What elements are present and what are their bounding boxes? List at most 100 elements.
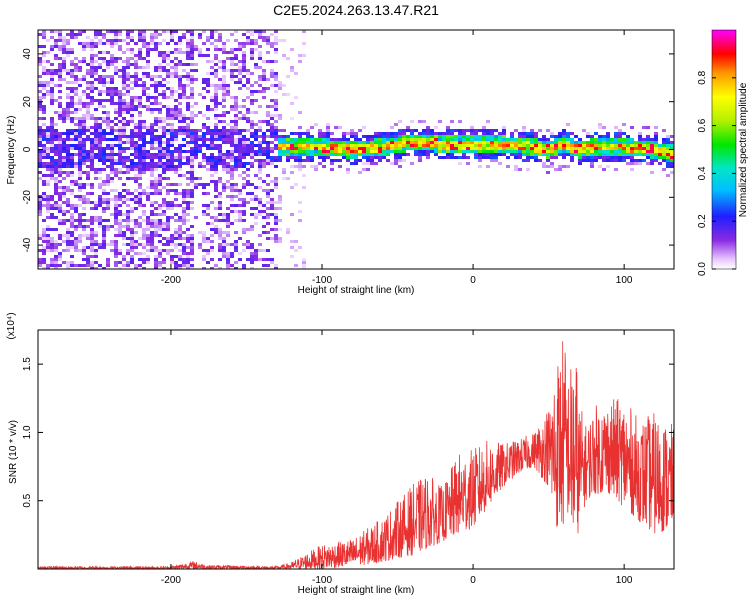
heatmap-cell <box>206 129 210 132</box>
heatmap-cell <box>78 84 82 87</box>
heatmap-cell <box>66 162 70 165</box>
heatmap-cell <box>54 228 58 231</box>
heatmap-cell <box>58 30 62 33</box>
y-tick-label: 0 <box>22 146 33 152</box>
heatmap-cell <box>234 102 238 105</box>
heatmap-cell <box>550 156 554 159</box>
heatmap-cell <box>282 147 286 150</box>
heatmap-cell <box>146 87 150 90</box>
heatmap-cell <box>610 147 614 150</box>
heatmap-cell <box>178 165 182 168</box>
heatmap-cell <box>350 144 354 147</box>
heatmap-cell <box>166 165 170 168</box>
heatmap-cell <box>90 126 94 129</box>
heatmap-cell <box>354 162 358 165</box>
heatmap-cell <box>154 264 158 267</box>
heatmap-cell <box>102 240 106 243</box>
heatmap-cell <box>122 108 126 111</box>
heatmap-cell <box>58 90 62 93</box>
heatmap-cell <box>190 114 194 117</box>
heatmap-cell <box>142 138 146 141</box>
heatmap-cell <box>226 186 230 189</box>
heatmap-cell <box>154 177 158 180</box>
heatmap-cell <box>594 138 598 141</box>
heatmap-cell <box>206 78 210 81</box>
heatmap-cell <box>118 96 122 99</box>
heatmap-cell <box>250 144 254 147</box>
heatmap-cell <box>190 51 194 54</box>
heatmap-cell <box>610 159 614 162</box>
heatmap-cell <box>106 225 110 228</box>
heatmap-cell <box>170 111 174 114</box>
heatmap-cell <box>74 117 78 120</box>
heatmap-cell <box>190 174 194 177</box>
heatmap-cell <box>150 102 154 105</box>
heatmap-cell <box>142 120 146 123</box>
heatmap-cell <box>538 144 542 147</box>
heatmap-cell <box>114 204 118 207</box>
heatmap-cell <box>210 42 214 45</box>
heatmap-cell <box>274 201 278 204</box>
heatmap-cell <box>166 132 170 135</box>
heatmap-cell <box>78 162 82 165</box>
heatmap-cell <box>218 150 222 153</box>
heatmap-cell <box>666 138 670 141</box>
heatmap-cell <box>54 45 58 48</box>
heatmap-cell <box>290 153 294 156</box>
heatmap-cell <box>266 159 270 162</box>
heatmap-cell <box>126 48 130 51</box>
heatmap-cell <box>362 147 366 150</box>
heatmap-cell <box>278 201 282 204</box>
heatmap-cell <box>42 147 46 150</box>
heatmap-cell <box>194 186 198 189</box>
heatmap-cell <box>226 138 230 141</box>
heatmap-cell <box>110 60 114 63</box>
heatmap-cell <box>82 141 86 144</box>
heatmap-cell <box>370 144 374 147</box>
heatmap-cell <box>274 264 278 267</box>
heatmap-cell <box>178 204 182 207</box>
heatmap-cell <box>362 168 366 171</box>
heatmap-cell <box>574 147 578 150</box>
heatmap-cell <box>186 39 190 42</box>
heatmap-cell <box>162 54 166 57</box>
heatmap-cell <box>170 108 174 111</box>
heatmap-cell <box>126 123 130 126</box>
heatmap-cell <box>198 129 202 132</box>
heatmap-cell <box>274 177 278 180</box>
heatmap-cell <box>118 141 122 144</box>
heatmap-cell <box>234 54 238 57</box>
heatmap-cell <box>118 219 122 222</box>
heatmap-cell <box>118 222 122 225</box>
heatmap-cell <box>162 225 166 228</box>
heatmap-cell <box>446 141 450 144</box>
heatmap-cell <box>82 114 86 117</box>
heatmap-cell <box>74 228 78 231</box>
heatmap-cell <box>154 99 158 102</box>
heatmap-cell <box>322 147 326 150</box>
heatmap-cell <box>170 96 174 99</box>
heatmap-cell <box>90 255 94 258</box>
heatmap-cell <box>310 159 314 162</box>
heatmap-cell <box>202 123 206 126</box>
heatmap-cell <box>462 147 466 150</box>
heatmap-cell <box>190 201 194 204</box>
heatmap-cell <box>166 201 170 204</box>
heatmap-cell <box>78 159 82 162</box>
heatmap-cell <box>190 159 194 162</box>
heatmap-cell <box>182 90 186 93</box>
heatmap-cell <box>170 126 174 129</box>
x-tick-label: -200 <box>161 575 181 586</box>
heatmap-cell <box>350 129 354 132</box>
heatmap-cell <box>450 135 454 138</box>
heatmap-cell <box>134 99 138 102</box>
heatmap-cell <box>238 66 242 69</box>
heatmap-cell <box>298 150 302 153</box>
x-tick-label: 100 <box>616 275 633 286</box>
heatmap-cell <box>74 210 78 213</box>
heatmap-cell <box>226 123 230 126</box>
heatmap-cell <box>178 153 182 156</box>
heatmap-cell <box>178 114 182 117</box>
heatmap-cell <box>126 204 130 207</box>
heatmap-cell <box>666 150 670 153</box>
